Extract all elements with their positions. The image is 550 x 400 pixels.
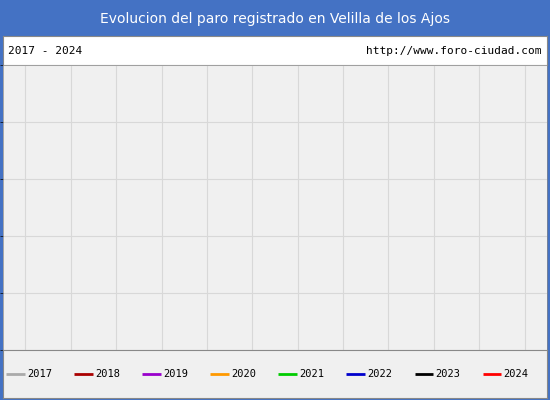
Text: 2022: 2022 bbox=[367, 369, 393, 379]
Text: 2019: 2019 bbox=[163, 369, 189, 379]
Text: 2018: 2018 bbox=[95, 369, 120, 379]
Text: 2021: 2021 bbox=[300, 369, 324, 379]
Text: 2017: 2017 bbox=[28, 369, 52, 379]
Text: 2017 - 2024: 2017 - 2024 bbox=[8, 46, 82, 56]
Text: http://www.foro-ciudad.com: http://www.foro-ciudad.com bbox=[366, 46, 542, 56]
Text: 2024: 2024 bbox=[504, 369, 529, 379]
Text: 2020: 2020 bbox=[232, 369, 256, 379]
Text: Evolucion del paro registrado en Velilla de los Ajos: Evolucion del paro registrado en Velilla… bbox=[100, 12, 450, 26]
Text: 2023: 2023 bbox=[436, 369, 461, 379]
